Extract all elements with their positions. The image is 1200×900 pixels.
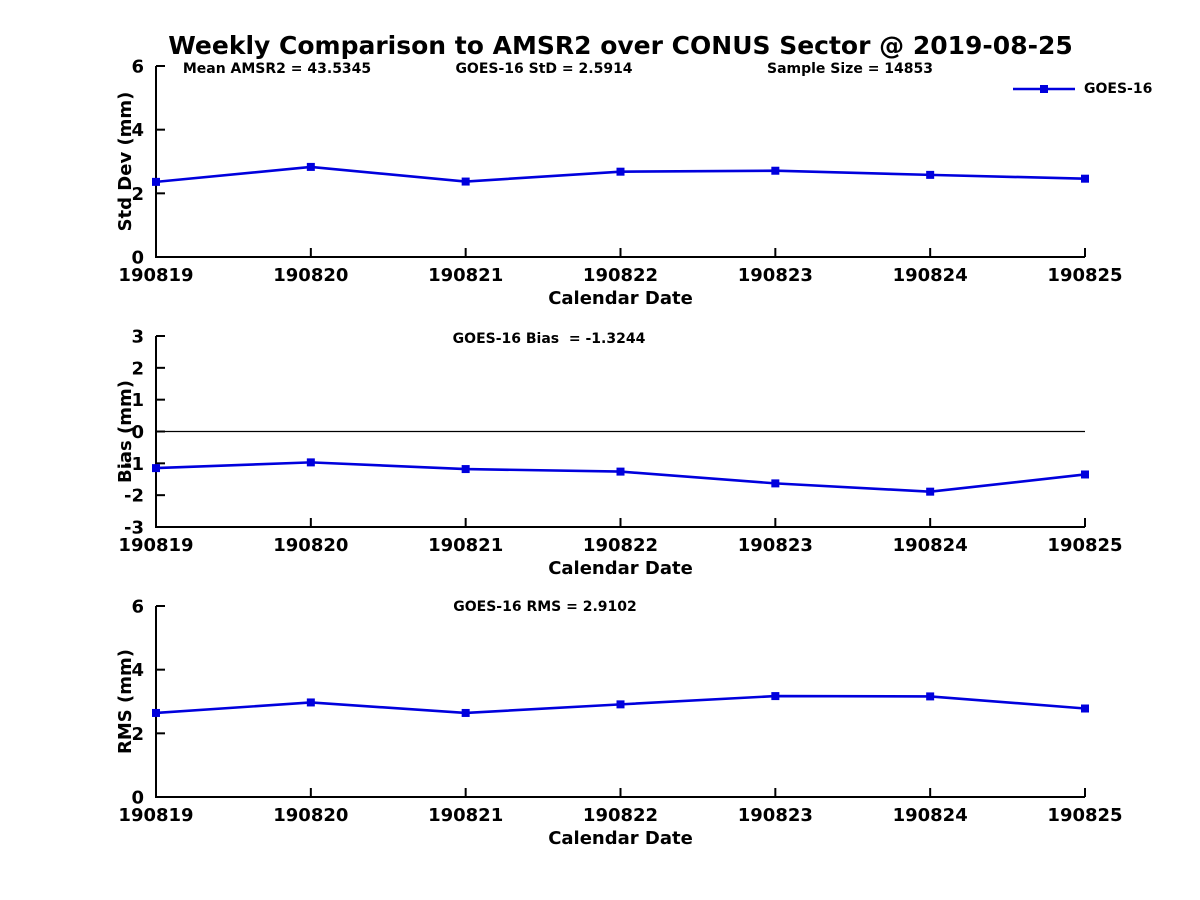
data-point-marker: [926, 170, 935, 179]
data-point-marker: [1081, 704, 1089, 713]
y-tick-label: 0: [131, 422, 144, 443]
data-point-marker: [152, 177, 160, 186]
x-tick-label: 190824: [893, 265, 968, 286]
data-point-marker: [616, 700, 625, 709]
x-axis-label: Calendar Date: [548, 828, 693, 849]
y-tick-label: 6: [131, 597, 144, 618]
subplot-rms: 0 2 4 6 190819 190820 190821 190822 190823 190824…: [115, 597, 1123, 850]
y-tick-label: 2: [131, 358, 144, 379]
y-tick-label: 4: [131, 120, 144, 141]
x-tick-label: 190823: [738, 805, 813, 826]
data-point-marker: [771, 166, 780, 175]
data-point-marker: [1081, 470, 1089, 479]
data-point-marker: [926, 692, 935, 701]
data-point-marker: [771, 692, 780, 701]
y-tick-label: 2: [131, 184, 144, 205]
y-axis-label: RMS (mm): [115, 649, 136, 754]
data-point-marker: [616, 167, 625, 176]
x-tick-label: 190824: [893, 805, 968, 826]
x-tick-label: 190825: [1047, 535, 1122, 556]
y-tick-label: 2: [131, 724, 144, 745]
x-tick-label: 190822: [583, 265, 658, 286]
y-tick-label: 1: [131, 390, 144, 411]
x-tick-label: 190823: [738, 535, 813, 556]
x-tick-label: 190822: [583, 805, 658, 826]
data-point-marker: [461, 177, 470, 186]
x-tick-label: 190821: [428, 265, 503, 286]
x-tick-label: 190823: [738, 265, 813, 286]
y-axis-label: Std Dev (mm): [115, 92, 136, 232]
x-axis-label: Calendar Date: [548, 558, 693, 579]
y-axis-label: Bias (mm): [115, 380, 136, 483]
page-title: Weekly Comparison to AMSR2 over CONUS Se…: [168, 31, 1073, 60]
legend-line-marker-icon: [1013, 85, 1075, 93]
y-tick-label: 4: [131, 660, 144, 681]
x-tick-label: 190819: [118, 535, 193, 556]
legend-label: GOES-16: [1084, 81, 1153, 97]
annotation-sample-size: Sample Size = 14853: [766, 61, 934, 77]
x-tick-label: 190821: [428, 805, 503, 826]
x-tick-label: 190825: [1047, 805, 1122, 826]
data-point-marker: [461, 708, 470, 717]
y-tick-label: -1: [124, 454, 144, 475]
data-point-marker: [461, 465, 470, 474]
annotation-mean-amsr2: Mean AMSR2 = 43.5345: [182, 61, 372, 77]
x-tick-label: 190820: [273, 805, 348, 826]
data-point-marker: [1081, 174, 1089, 183]
y-tick-label: 0: [131, 788, 144, 809]
x-tick-label: 190819: [118, 805, 193, 826]
x-tick-label: 190820: [273, 535, 348, 556]
annotation-goes16-bias: GOES-16 Bias = -1.3244: [452, 331, 646, 347]
y-tick-label: 3: [131, 327, 144, 348]
subplot-std-dev: 0 2 4 6 190819 190820 190821 190822 190823 190824…: [115, 57, 1123, 310]
data-point-marker: [926, 487, 935, 496]
data-point-marker: [306, 698, 315, 707]
x-tick-label: 190822: [583, 535, 658, 556]
data-point-marker: [152, 708, 160, 717]
x-tick-label: 190821: [428, 535, 503, 556]
y-tick-label: 0: [131, 248, 144, 269]
data-point-marker: [616, 467, 625, 476]
y-tick-label: 6: [131, 57, 144, 78]
series-line: [155, 461, 1086, 493]
x-tick-label: 190825: [1047, 265, 1122, 286]
annotation-goes16-rms: GOES-16 RMS = 2.9102: [453, 599, 637, 615]
data-point-marker: [771, 479, 780, 488]
annotation-goes16-std: GOES-16 StD = 2.5914: [455, 61, 633, 77]
subplot-bias: -3 -2 -1 0 1 2 3 190819 190820 190821 190822 190823…: [115, 327, 1123, 580]
y-tick-label: -3: [124, 518, 144, 539]
x-tick-label: 190820: [273, 265, 348, 286]
data-point-marker: [306, 162, 315, 171]
data-point-marker: [306, 458, 315, 467]
data-point-marker: [152, 464, 160, 473]
legend: GOES-16: [1012, 81, 1152, 97]
x-tick-label: 190824: [893, 535, 968, 556]
y-tick-label: -2: [124, 486, 144, 507]
x-tick-label: 190819: [118, 265, 193, 286]
x-axis-label: Calendar Date: [548, 288, 693, 309]
